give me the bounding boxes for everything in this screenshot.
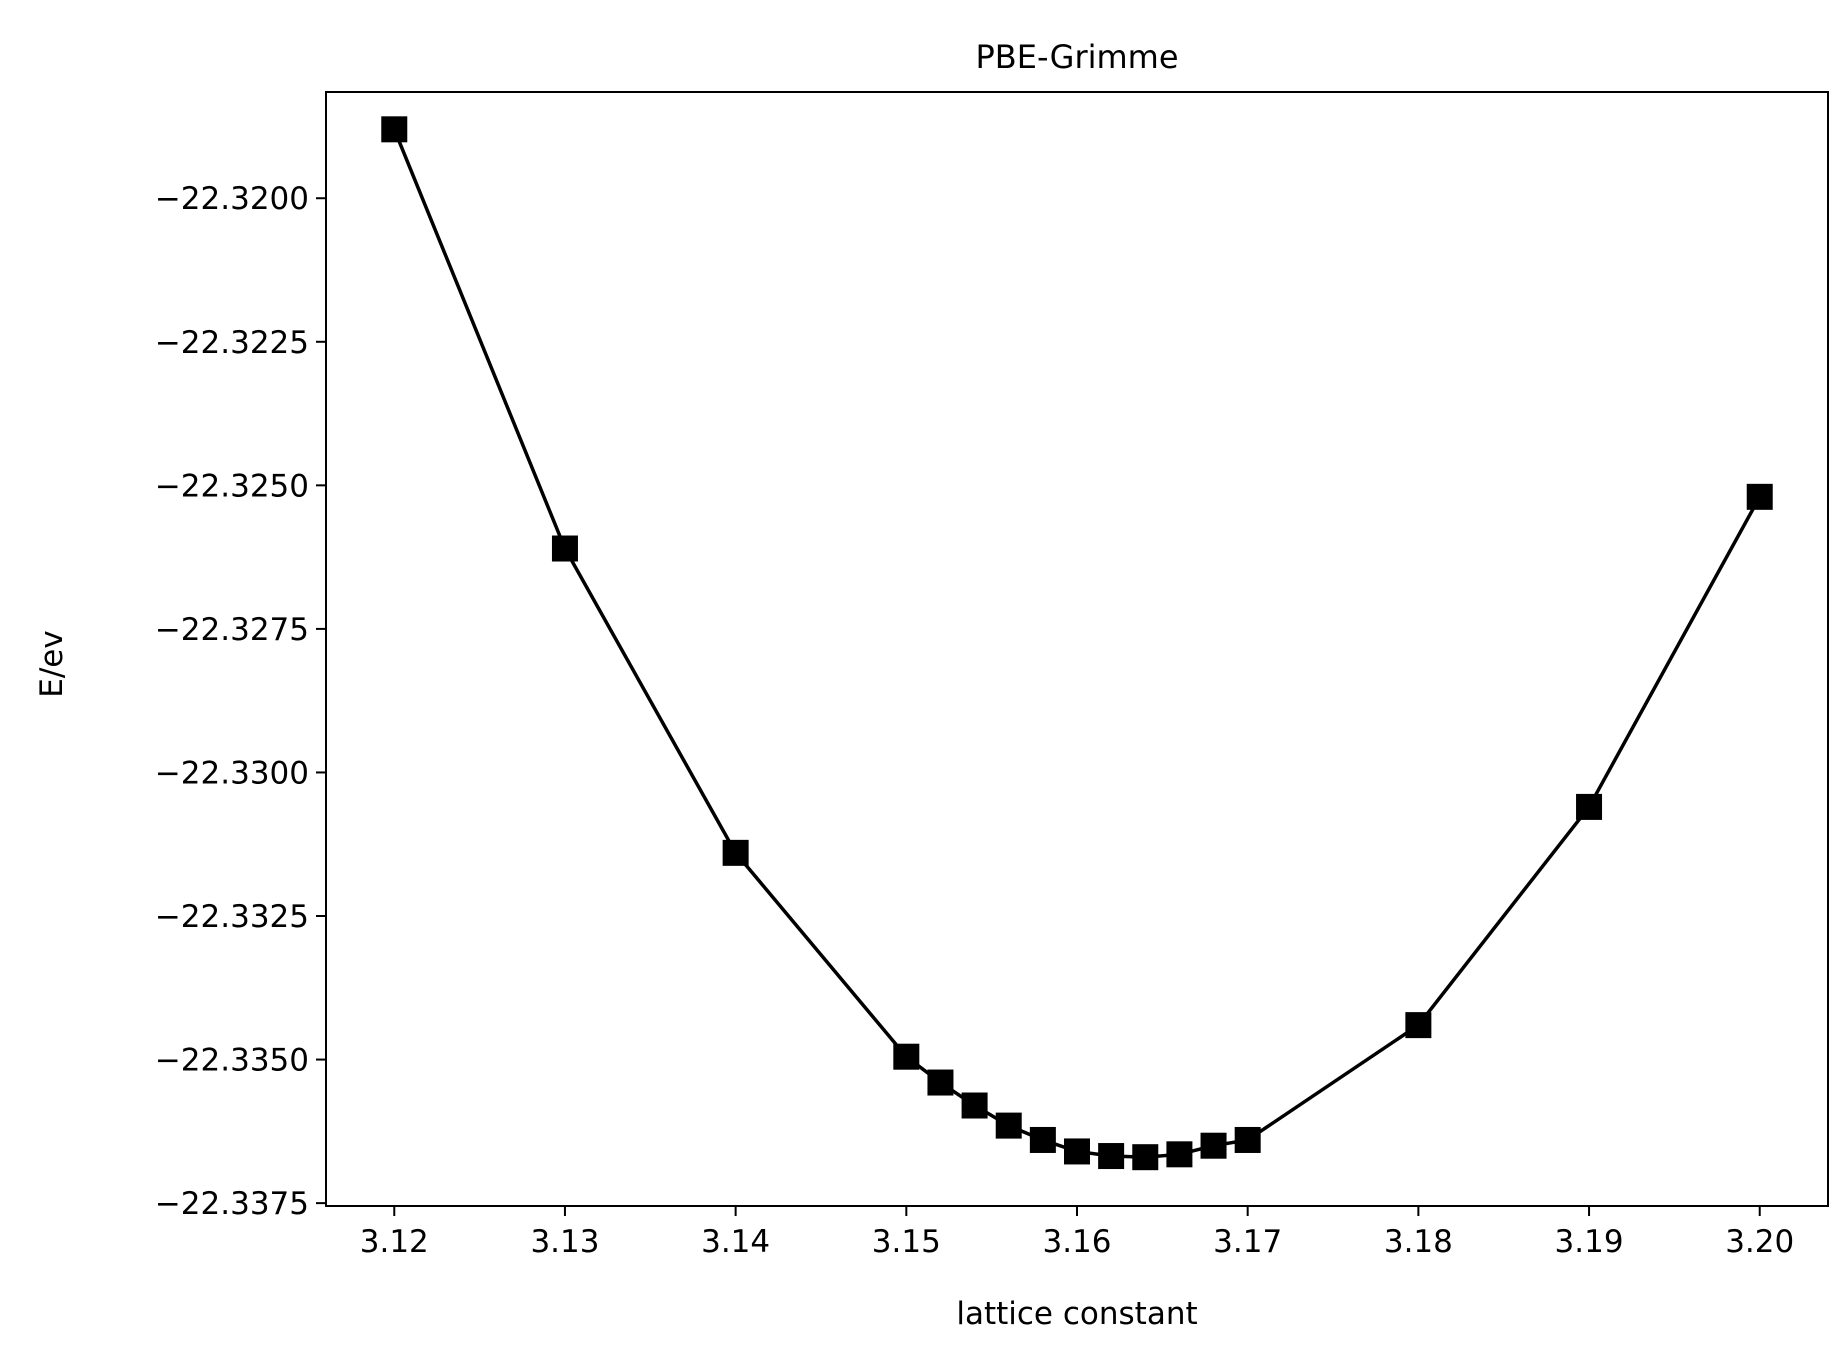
x-tick-label: 3.17 xyxy=(1213,1224,1282,1260)
data-point-marker xyxy=(722,839,749,866)
data-point-marker xyxy=(1064,1138,1090,1165)
data-point-marker xyxy=(551,535,578,562)
data-point-marker xyxy=(961,1092,988,1119)
x-tick-label: 3.20 xyxy=(1725,1224,1794,1260)
data-point-marker xyxy=(927,1069,954,1096)
y-tick-label: −22.3225 xyxy=(155,325,309,361)
data-point-marker xyxy=(1166,1141,1193,1168)
y-tick-label: −22.3275 xyxy=(155,612,309,648)
data-point-marker xyxy=(893,1043,920,1070)
y-axis-label: E/ev xyxy=(34,630,70,697)
data-point-marker xyxy=(1234,1126,1261,1153)
data-point-marker xyxy=(1029,1126,1056,1153)
data-point-marker xyxy=(995,1112,1022,1139)
x-tick-label: 3.15 xyxy=(872,1224,941,1260)
y-tick-label: −22.3325 xyxy=(155,899,309,935)
plot-frame xyxy=(325,91,1829,1207)
data-point-marker xyxy=(1132,1144,1159,1171)
x-tick-label: 3.14 xyxy=(701,1224,770,1260)
data-point-marker xyxy=(1576,793,1603,820)
x-tick-label: 3.16 xyxy=(1042,1224,1111,1260)
y-tick-label: −22.3250 xyxy=(155,468,309,504)
ticks-layer: 3.12 3.13 3.14 3.15 3.16 3.17 3.18 3.19 3.20 −22.… xyxy=(155,181,1794,1260)
data-point-marker xyxy=(381,116,408,143)
x-tick-label: 3.19 xyxy=(1555,1224,1624,1260)
x-tick-label: 3.13 xyxy=(530,1224,599,1260)
y-tick-label: −22.3200 xyxy=(155,181,309,217)
y-tick-label: −22.3300 xyxy=(155,755,309,791)
series-layer xyxy=(381,116,1773,1171)
x-tick-label: 3.12 xyxy=(360,1224,429,1260)
data-point-marker xyxy=(1405,1012,1432,1039)
data-point-marker xyxy=(1098,1143,1125,1170)
y-tick-label: −22.3350 xyxy=(155,1043,309,1079)
data-point-marker xyxy=(1200,1132,1227,1159)
data-point-marker xyxy=(1746,483,1773,510)
y-tick-label: −22.3375 xyxy=(155,1186,309,1222)
chart-title: PBE-Grimme xyxy=(975,38,1178,76)
x-tick-label: 3.18 xyxy=(1384,1224,1453,1260)
x-axis-label: lattice constant xyxy=(956,1296,1197,1332)
